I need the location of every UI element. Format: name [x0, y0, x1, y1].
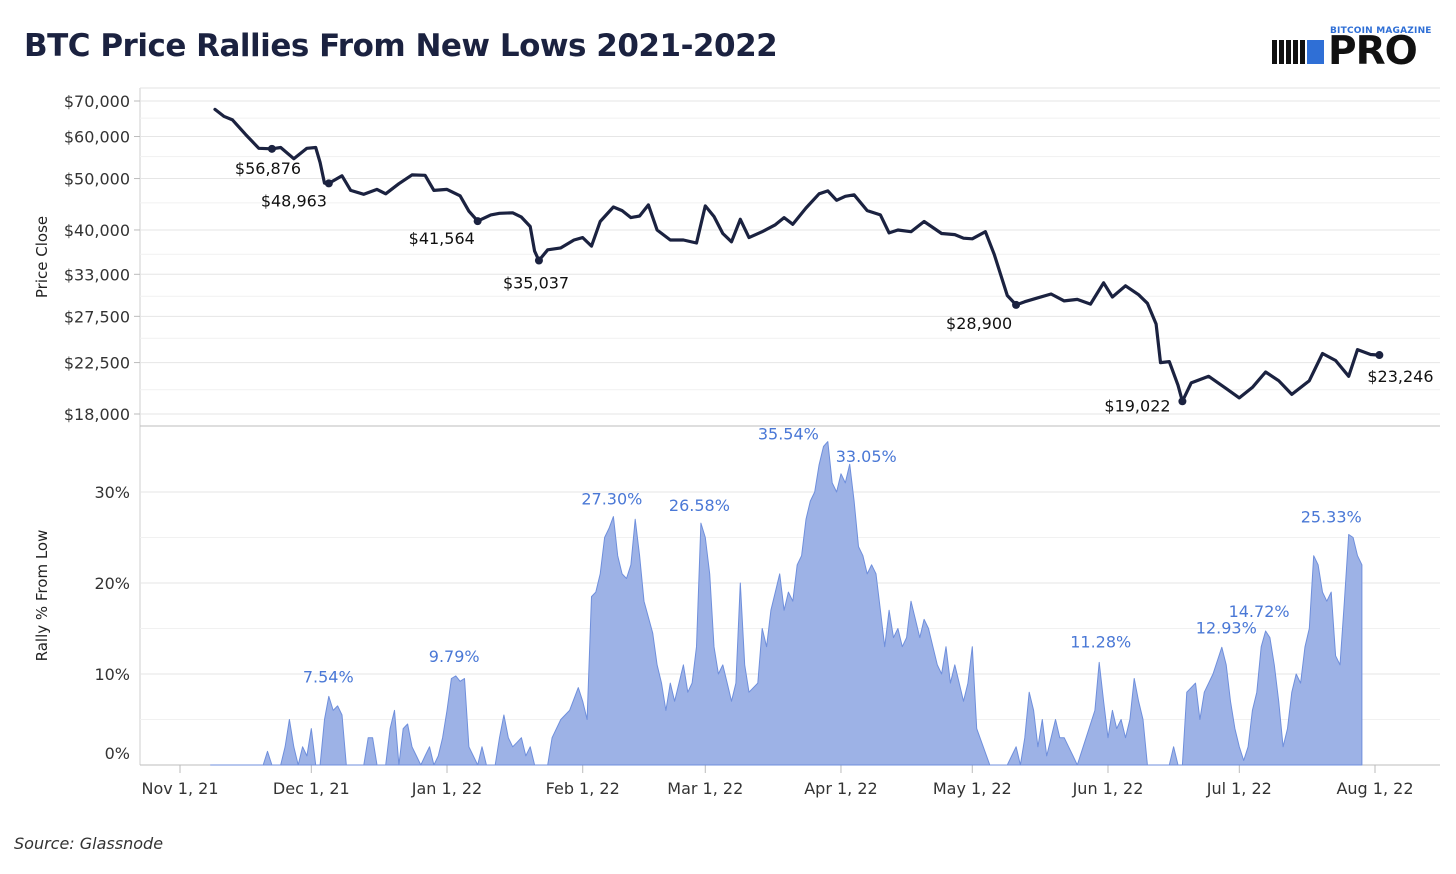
price-line	[213, 107, 1381, 403]
price-low-marker	[324, 179, 333, 188]
rally-annotation: 25.33%	[1301, 507, 1362, 526]
rally-tick-label: 20%	[94, 574, 130, 593]
bitcoin-magazine-pro-logo: BITCOIN MAGAZINE PRO	[1272, 24, 1442, 76]
chart-title: BTC Price Rallies From New Lows 2021-202…	[24, 28, 778, 64]
x-tick-label: Dec 1, 21	[273, 779, 350, 798]
price-axis-title: Price Close	[33, 216, 51, 298]
x-tick-label: Jun 1, 22	[1072, 779, 1144, 798]
rally-annotation: 26.58%	[669, 496, 730, 515]
rally-tick-label: 0%	[105, 744, 130, 763]
price-tick-label: $27,500	[64, 307, 130, 326]
price-tick-label: $60,000	[64, 128, 130, 147]
rally-annotation: 35.54%	[758, 425, 819, 444]
rally-annotation: 33.05%	[836, 447, 897, 466]
x-tick-label: Feb 1, 22	[546, 779, 620, 798]
price-annotation: $48,963	[261, 191, 327, 210]
x-tick-label: Mar 1, 22	[667, 779, 743, 798]
rally-annotation: 9.79%	[429, 647, 480, 666]
price-tick-label: $70,000	[64, 92, 130, 111]
x-tick-label: Apr 1, 22	[804, 779, 877, 798]
rally-tick-label: 10%	[94, 665, 130, 684]
price-annotation: $23,246	[1367, 367, 1433, 386]
price-annotation: $19,022	[1104, 396, 1170, 415]
logo-big-text: PRO	[1328, 29, 1418, 74]
price-low-marker	[473, 217, 482, 226]
logo-small-text: BITCOIN MAGAZINE	[1330, 26, 1432, 36]
rally-annotation: 11.28%	[1070, 632, 1131, 651]
price-low-marker	[534, 256, 543, 265]
rally-tick-label: 30%	[94, 483, 130, 502]
rally-annotation: 14.72%	[1229, 602, 1290, 621]
price-tick-label: $18,000	[64, 405, 130, 424]
price-low-marker	[267, 144, 276, 153]
logo-stripes-icon	[1272, 40, 1324, 64]
x-tick-label: May 1, 22	[933, 779, 1012, 798]
price-low-marker	[1178, 397, 1187, 406]
x-tick-label: Nov 1, 21	[141, 779, 218, 798]
price-low-marker	[1375, 351, 1384, 360]
rally-area	[210, 441, 1363, 766]
rally-annotation: 12.93%	[1196, 618, 1257, 637]
rally-annotation: 7.54%	[303, 667, 354, 686]
rally-axis-title: Rally % From Low	[33, 530, 51, 662]
price-annotation: $35,037	[503, 274, 569, 293]
price-tick-label: $33,000	[64, 265, 130, 284]
price-annotation: $56,876	[235, 159, 301, 178]
price-tick-label: $22,500	[64, 354, 130, 373]
price-tick-label: $50,000	[64, 170, 130, 189]
rally-annotation: 27.30%	[581, 490, 642, 509]
price-annotation: $41,564	[409, 229, 475, 248]
x-tick-label: Jan 1, 22	[411, 779, 482, 798]
price-low-marker	[1012, 300, 1021, 309]
x-tick-label: Aug 1, 22	[1336, 779, 1413, 798]
price-annotation: $28,900	[946, 314, 1012, 333]
price-tick-label: $40,000	[64, 221, 130, 240]
source-note: Source: Glassnode	[14, 834, 164, 853]
x-tick-label: Jul 1, 22	[1206, 779, 1272, 798]
